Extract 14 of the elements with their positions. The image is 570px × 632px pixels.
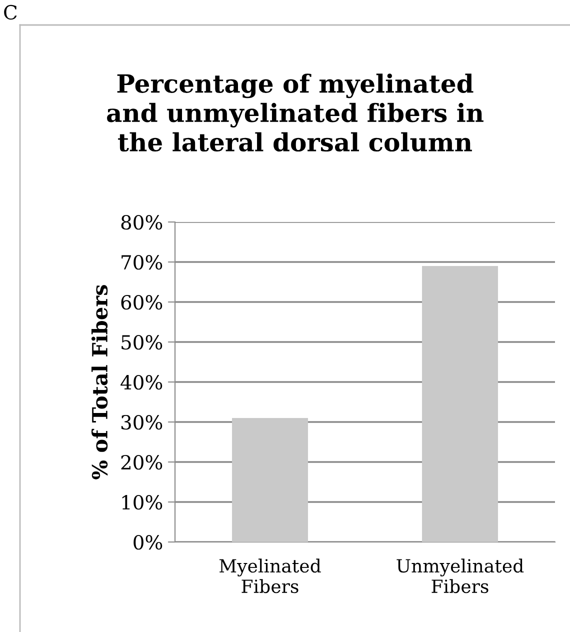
y-tick-label: 60% [121, 294, 162, 310]
y-tick-label: 10% [122, 494, 162, 510]
text: C [4, 4, 17, 20]
y-tick-label: 70% [122, 254, 162, 270]
y-axis-title: % of Total Fibers [91, 285, 108, 480]
x-tick-label: Unmyelinated Fibers [396, 558, 524, 594]
chart-title: Percentage of myelinated and unmyelinated fibers in the lateral dorsal column [107, 74, 484, 152]
y-tick-label: 40% [120, 374, 162, 390]
y-tick-label: 80% [121, 214, 162, 230]
y-tick-label: 0% [134, 534, 162, 550]
x-tick-label: Myelinated Fibers [219, 558, 321, 594]
y-tick-label: 30% [121, 414, 162, 430]
y-tick-label: 20% [121, 454, 162, 470]
y-tick-label: 50% [122, 334, 162, 350]
